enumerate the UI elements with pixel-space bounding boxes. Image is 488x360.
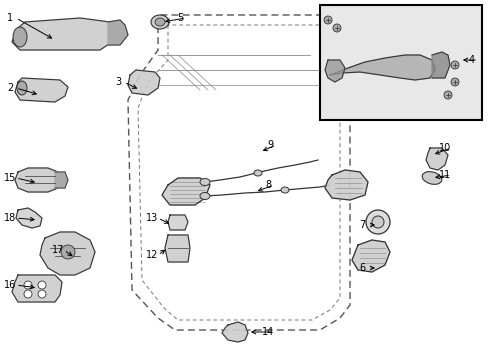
Circle shape [450, 78, 458, 86]
Ellipse shape [155, 18, 164, 26]
Bar [319, 5, 481, 120]
Polygon shape [40, 232, 95, 275]
Text: 4: 4 [468, 55, 474, 65]
Text: 15: 15 [4, 173, 16, 183]
Polygon shape [12, 275, 62, 302]
Ellipse shape [200, 193, 209, 199]
Polygon shape [12, 18, 118, 50]
Polygon shape [351, 240, 389, 272]
Text: 6: 6 [358, 263, 365, 273]
Polygon shape [128, 70, 160, 95]
Circle shape [365, 210, 389, 234]
Polygon shape [222, 322, 247, 342]
Ellipse shape [200, 179, 209, 185]
Polygon shape [425, 148, 447, 170]
Circle shape [38, 290, 46, 298]
Text: 11: 11 [438, 170, 450, 180]
Polygon shape [168, 215, 187, 230]
Text: 7: 7 [358, 220, 365, 230]
Ellipse shape [13, 27, 27, 47]
Ellipse shape [151, 15, 169, 29]
Circle shape [61, 245, 75, 259]
Text: 14: 14 [262, 327, 274, 337]
Text: 3: 3 [115, 77, 121, 87]
Circle shape [450, 61, 458, 69]
Polygon shape [16, 208, 42, 228]
Polygon shape [325, 170, 367, 200]
Polygon shape [108, 20, 128, 45]
Text: 18: 18 [4, 213, 16, 223]
Text: 2: 2 [7, 83, 13, 93]
Polygon shape [15, 168, 62, 192]
Polygon shape [431, 52, 449, 78]
Ellipse shape [421, 172, 441, 184]
Polygon shape [55, 172, 68, 188]
Ellipse shape [253, 170, 262, 176]
Circle shape [371, 216, 383, 228]
Ellipse shape [17, 81, 27, 95]
Polygon shape [329, 55, 434, 80]
Text: 17: 17 [52, 245, 64, 255]
Text: 12: 12 [145, 250, 158, 260]
Polygon shape [164, 235, 190, 262]
Polygon shape [162, 178, 209, 205]
Text: 9: 9 [266, 140, 272, 150]
Text: 8: 8 [264, 180, 270, 190]
Circle shape [24, 290, 32, 298]
Text: 1: 1 [7, 13, 13, 23]
Circle shape [324, 16, 331, 24]
Circle shape [24, 281, 32, 289]
Ellipse shape [281, 187, 288, 193]
Text: 5: 5 [177, 13, 183, 23]
Text: 16: 16 [4, 280, 16, 290]
Polygon shape [325, 60, 345, 82]
Text: 10: 10 [438, 143, 450, 153]
Text: 13: 13 [145, 213, 158, 223]
Circle shape [38, 281, 46, 289]
Polygon shape [15, 78, 68, 102]
Circle shape [443, 91, 451, 99]
Circle shape [332, 24, 340, 32]
